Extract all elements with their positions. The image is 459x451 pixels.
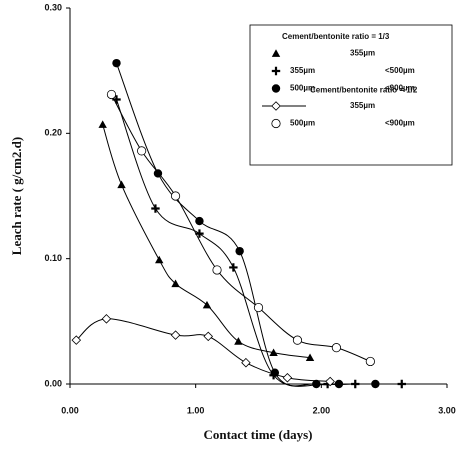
legend-label: <900µm — [385, 119, 415, 128]
legend-label: 355µm — [290, 66, 315, 75]
legend-marker — [271, 49, 281, 57]
legend-box — [249, 24, 453, 166]
legend-label: 500µm — [290, 84, 315, 93]
marker — [234, 337, 243, 345]
marker — [137, 146, 147, 156]
legend-label: <500µm — [385, 66, 415, 75]
marker — [106, 89, 117, 100]
x-tick-label: 0.00 — [61, 405, 79, 415]
marker — [203, 331, 213, 342]
y-tick-label: 0.10 — [44, 253, 62, 263]
y-axis-label: Leach rate ( g/cm2.d) — [9, 137, 24, 255]
marker — [312, 379, 321, 389]
y-tick-label: 0.30 — [44, 2, 62, 12]
legend-marker — [271, 66, 281, 76]
marker — [155, 255, 164, 264]
marker — [151, 204, 160, 213]
marker — [171, 279, 180, 288]
series-line — [75, 318, 331, 382]
legend-title: Cement/bentonite ratio = 1/3 — [282, 32, 390, 41]
marker — [71, 335, 82, 345]
x-axis-label: Contact time (days) — [203, 427, 312, 442]
marker — [253, 302, 264, 313]
marker — [195, 229, 204, 238]
marker — [241, 357, 251, 368]
legend-label: <900µm — [385, 84, 415, 93]
marker — [202, 300, 212, 309]
marker — [98, 120, 107, 128]
x-tick-label: 3.00 — [438, 405, 456, 415]
legend-label: 355µm — [350, 101, 375, 110]
legend-marker — [271, 84, 281, 93]
marker — [170, 191, 181, 201]
marker — [229, 263, 238, 272]
marker — [282, 372, 293, 383]
legend-title: Cement/bentonite ratio = 1/2 — [310, 86, 418, 95]
marker — [334, 379, 344, 389]
marker — [117, 180, 126, 189]
marker — [235, 246, 244, 256]
marker — [212, 265, 222, 275]
marker — [365, 356, 375, 367]
x-tick-label: 2.00 — [313, 405, 331, 415]
legend-label: 355µm — [350, 49, 375, 58]
legend-marker — [271, 118, 281, 129]
y-tick-label: 0.00 — [44, 378, 62, 388]
marker — [397, 379, 406, 389]
marker — [195, 216, 204, 226]
marker — [170, 330, 181, 340]
marker — [371, 379, 380, 389]
marker — [292, 335, 303, 345]
marker — [269, 348, 278, 357]
legend-label: 500µm — [290, 119, 315, 128]
legend-marker — [271, 101, 281, 111]
marker — [331, 343, 342, 353]
y-tick-label: 0.20 — [44, 128, 62, 138]
series-line — [102, 124, 311, 359]
marker — [325, 376, 335, 387]
marker — [305, 353, 315, 362]
marker — [112, 58, 121, 68]
marker — [101, 314, 112, 324]
x-tick-label: 1.00 — [187, 405, 205, 415]
